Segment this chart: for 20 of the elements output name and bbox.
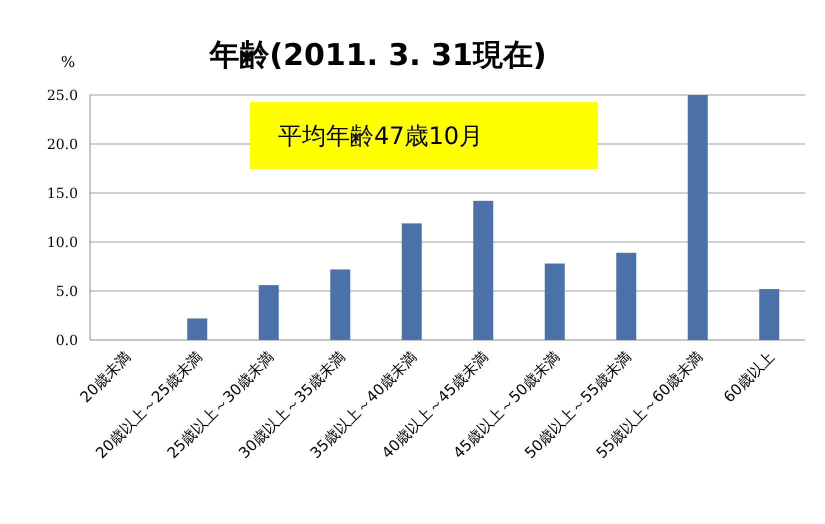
chart-title: 年齢(2011. 3. 31現在)	[208, 38, 547, 73]
y-tick-label: 25.0	[46, 88, 78, 104]
annotation: 平均年齢47歳10月	[278, 122, 484, 150]
bar	[544, 264, 565, 340]
bar	[759, 289, 780, 340]
y-tick-label: 10.0	[46, 235, 78, 251]
y-tick-label: 15.0	[46, 186, 78, 202]
bar	[330, 269, 350, 340]
bar	[616, 252, 636, 340]
bar	[473, 200, 494, 340]
x-tick-label: 60歳以上	[720, 348, 778, 406]
x-tick-label: 20歳未満	[76, 348, 135, 406]
y-tick-label: 0.0	[56, 333, 78, 349]
bar	[688, 95, 708, 340]
y-tick-label: 20.0	[46, 137, 78, 153]
bar	[258, 285, 279, 340]
y-axis-title: %	[60, 53, 76, 71]
bar	[402, 223, 422, 340]
bar	[187, 318, 208, 340]
y-tick-label: 5.0	[56, 284, 78, 300]
